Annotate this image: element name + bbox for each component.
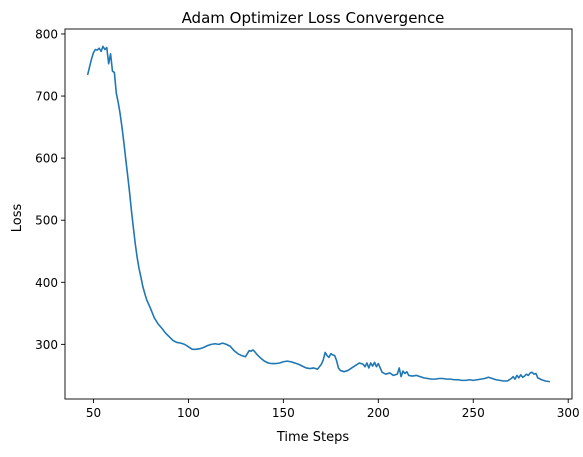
y-tick-label: 500 bbox=[35, 214, 58, 228]
x-tick-label: 50 bbox=[86, 406, 101, 420]
y-tick-label: 600 bbox=[35, 152, 58, 166]
chart-title: Adam Optimizer Loss Convergence bbox=[182, 9, 445, 27]
plot-area-frame bbox=[64, 28, 573, 400]
loss-series-line bbox=[86, 45, 551, 383]
x-axis-label: Time Steps bbox=[276, 430, 350, 445]
y-tick-label: 300 bbox=[35, 338, 58, 352]
x-tick-label: 300 bbox=[557, 406, 580, 420]
y-axis-label: Loss bbox=[10, 204, 25, 233]
y-tick-label: 400 bbox=[35, 276, 58, 290]
y-tick-label: 700 bbox=[35, 90, 58, 104]
x-axis-ticks: 50 100 150 200 250 300 bbox=[86, 399, 580, 420]
x-tick-label: 100 bbox=[177, 406, 200, 420]
x-tick-label: 250 bbox=[462, 406, 485, 420]
x-tick-label: 150 bbox=[272, 406, 295, 420]
y-tick-label: 800 bbox=[35, 27, 58, 41]
x-tick-label: 200 bbox=[367, 406, 390, 420]
y-axis-ticks: 300 400 500 600 700 800 bbox=[35, 27, 65, 352]
